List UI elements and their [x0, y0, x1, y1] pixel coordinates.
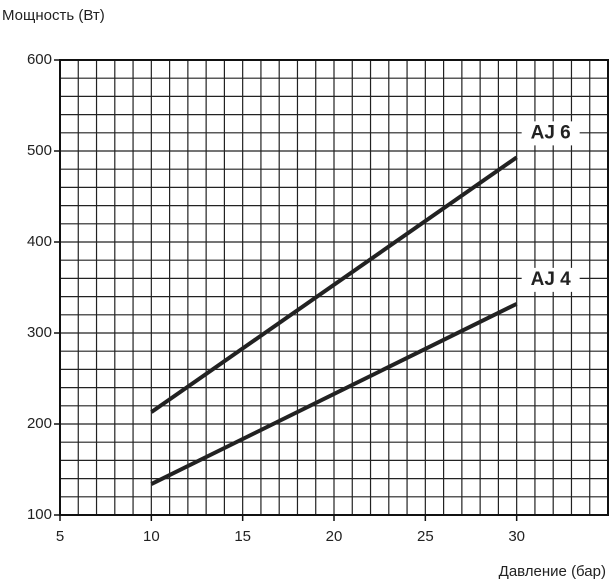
x-tick-label: 25 — [417, 528, 434, 545]
y-tick-label: 300 — [27, 324, 52, 341]
y-tick-label: 400 — [27, 233, 52, 250]
series-label: AJ 6 — [531, 122, 571, 143]
series-line — [150, 302, 518, 486]
y-tick-label: 200 — [27, 415, 52, 432]
x-tick-label: 20 — [326, 528, 343, 545]
series-label: AJ 4 — [531, 269, 572, 290]
x-tick-label: 15 — [234, 528, 251, 545]
y-tick-label: 500 — [27, 142, 52, 159]
y-axis-label: Мощность (Вт) — [2, 7, 105, 24]
x-tick-label: 10 — [143, 528, 160, 545]
label-bg — [521, 267, 580, 292]
x-tick-label: 5 — [56, 528, 64, 545]
label-bg — [521, 121, 580, 146]
y-tick-label: 100 — [27, 506, 52, 523]
series-line — [150, 155, 518, 414]
x-tick-label: 30 — [508, 528, 525, 545]
x-axis-label: Давление (бар) — [499, 563, 606, 580]
y-tick-label: 600 — [27, 51, 52, 68]
